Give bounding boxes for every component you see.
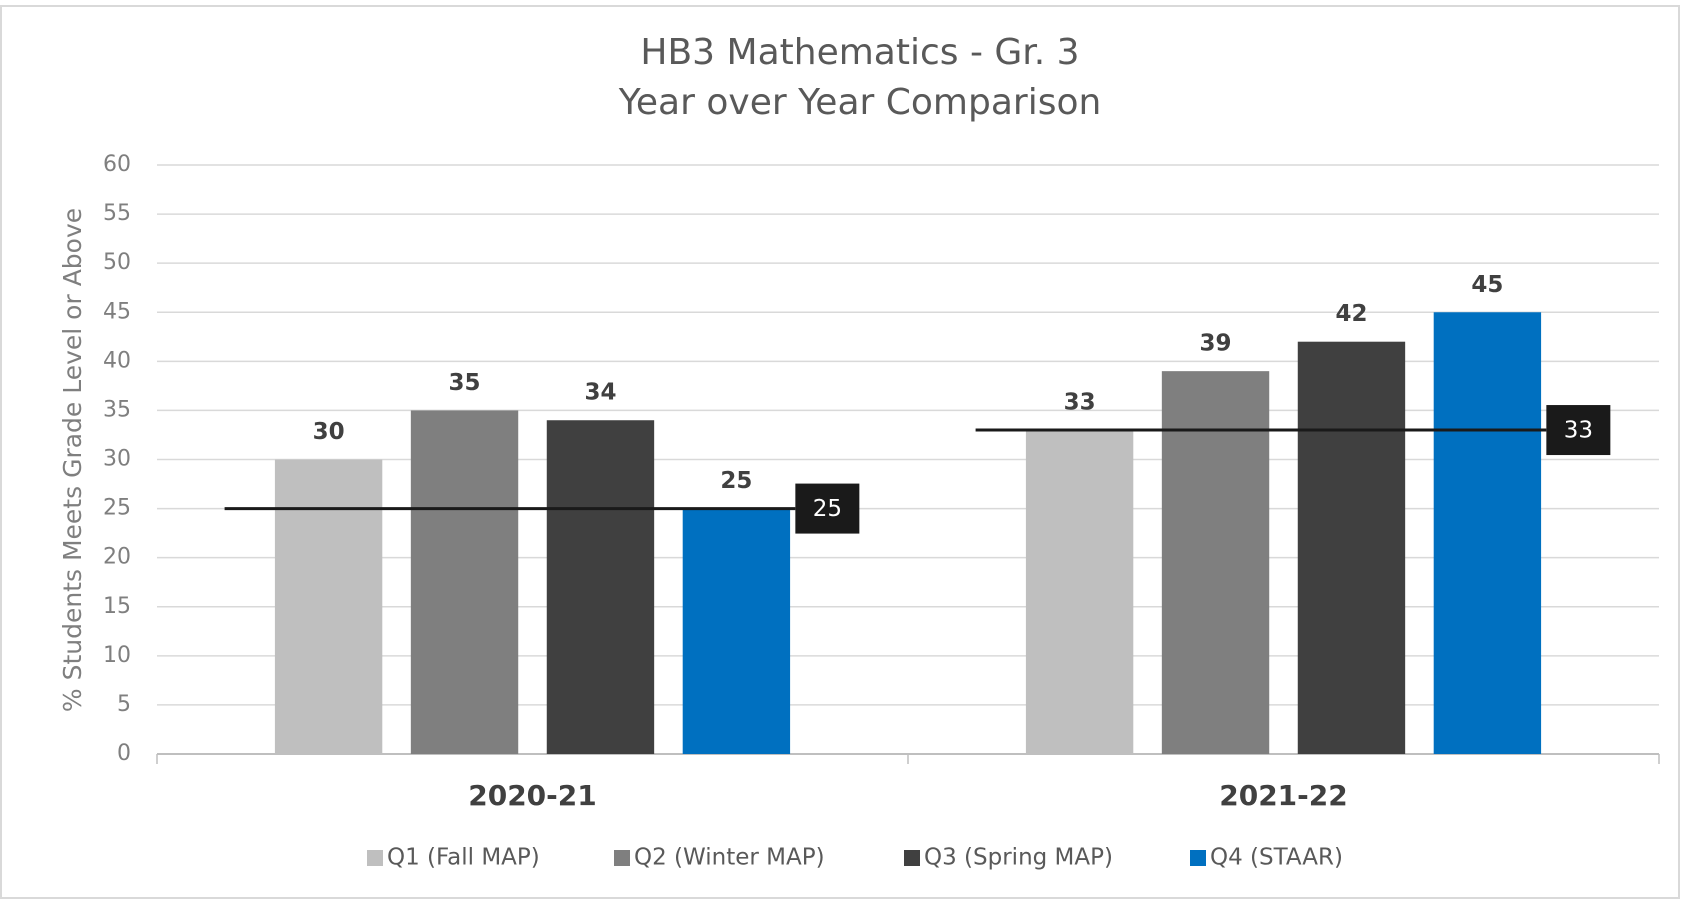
y-tick-label: 30	[103, 447, 131, 472]
legend-item: Q2 (Winter MAP)	[614, 845, 825, 871]
y-tick-label: 15	[103, 594, 131, 619]
chart-border	[0, 5, 1680, 899]
y-tick-label: 25	[103, 496, 131, 521]
y-tick-label: 35	[103, 397, 131, 422]
legend-label: Q2 (Winter MAP)	[634, 845, 825, 871]
legend-swatch	[367, 850, 383, 866]
x-tick-label: 2020-21	[468, 779, 597, 812]
y-tick-label: 40	[103, 348, 131, 373]
y-tick-label: 20	[103, 545, 131, 570]
target-label: 33	[1564, 418, 1593, 444]
bar	[1025, 430, 1134, 754]
y-tick-label: 5	[117, 692, 131, 717]
legend-swatch	[1190, 850, 1206, 866]
bar	[682, 508, 791, 754]
legend-item: Q4 (STAAR)	[1190, 845, 1343, 871]
data-label: 34	[584, 380, 616, 406]
data-label: 30	[313, 419, 345, 445]
target-label-box	[795, 483, 860, 534]
y-tick-label: 55	[103, 201, 131, 226]
legend-label: Q1 (Fall MAP)	[387, 845, 540, 871]
legend-label: Q4 (STAAR)	[1210, 845, 1343, 871]
data-label: 42	[1335, 301, 1367, 327]
legend-swatch	[614, 850, 630, 866]
data-label: 35	[449, 370, 481, 396]
y-tick-label: 45	[103, 299, 131, 324]
y-tick-label: 60	[103, 152, 131, 177]
y-tick-label: 50	[103, 250, 131, 275]
chart-subtitle: Year over Year Comparison	[618, 82, 1102, 123]
data-label: 39	[1200, 331, 1232, 357]
bar	[410, 410, 519, 754]
legend-swatch	[904, 850, 920, 866]
y-tick-label: 0	[117, 741, 131, 766]
legend-label: Q3 (Spring MAP)	[924, 845, 1113, 871]
bar	[274, 459, 383, 754]
bar	[1433, 312, 1542, 754]
y-tick-label: 10	[103, 643, 131, 668]
chart-title: HB3 Mathematics - Gr. 3	[640, 32, 1079, 73]
legend-item: Q3 (Spring MAP)	[904, 845, 1113, 871]
target-label: 25	[813, 496, 842, 522]
data-label: 33	[1064, 390, 1096, 416]
data-label: 45	[1471, 272, 1503, 298]
target-label-box	[1546, 405, 1611, 456]
bar	[1161, 371, 1270, 754]
bar	[546, 420, 655, 754]
data-label: 25	[720, 468, 752, 494]
y-axis-label: % Students Meets Grade Level or Above	[58, 208, 87, 712]
legend-item: Q1 (Fall MAP)	[367, 845, 540, 871]
bar	[1297, 341, 1406, 754]
x-tick-label: 2021-22	[1219, 779, 1348, 812]
